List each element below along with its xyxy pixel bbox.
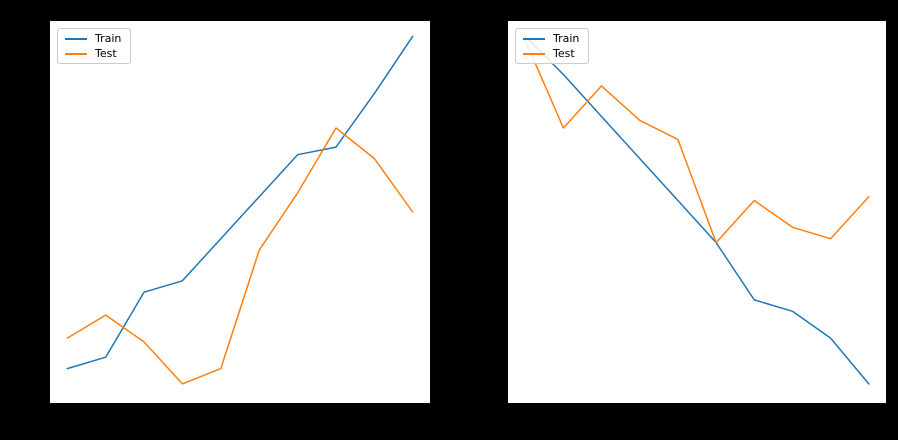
- legend-item-train: Train: [523, 33, 579, 44]
- train-line-swatch: [523, 37, 545, 40]
- right-plot-legend: Train Test: [515, 28, 590, 64]
- legend-label: Test: [95, 47, 117, 60]
- right-plot-canvas: [524, 35, 870, 385]
- test-line: [524, 39, 870, 244]
- legend-item-train: Train: [65, 33, 121, 44]
- train-line: [66, 35, 414, 370]
- train-line: [524, 35, 870, 385]
- left-plot-canvas: [66, 35, 414, 385]
- left-plot-legend: Train Test: [57, 28, 132, 64]
- right-plot: Train Test: [508, 21, 886, 403]
- test-line: [66, 127, 414, 385]
- test-line-swatch: [65, 52, 87, 55]
- legend-label: Train: [553, 32, 580, 45]
- legend-item-test: Test: [65, 48, 121, 59]
- legend-label: Test: [553, 47, 575, 60]
- test-line-swatch: [523, 52, 545, 55]
- legend-label: Train: [95, 32, 122, 45]
- left-plot: Train Test: [50, 21, 430, 403]
- train-line-swatch: [65, 37, 87, 40]
- legend-item-test: Test: [523, 48, 579, 59]
